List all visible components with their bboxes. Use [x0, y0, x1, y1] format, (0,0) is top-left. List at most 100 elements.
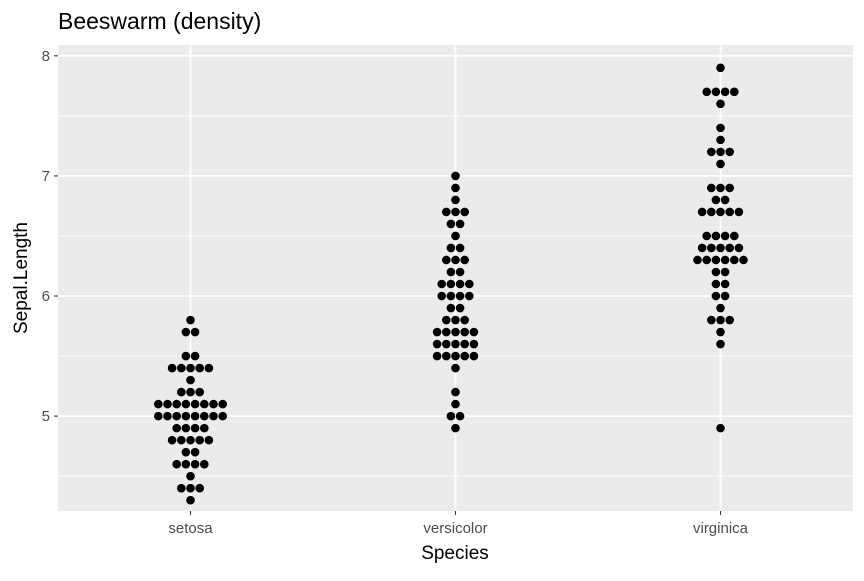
data-point-setosa: [181, 327, 191, 337]
data-point-versicolor: [460, 351, 470, 361]
data-point-setosa: [204, 435, 214, 445]
data-point-versicolor: [455, 243, 465, 253]
data-point-setosa: [177, 363, 186, 373]
data-point-setosa: [186, 495, 195, 505]
chart-title: Beeswarm (density): [58, 8, 261, 34]
data-point-setosa: [200, 411, 209, 421]
data-point-setosa: [177, 483, 186, 493]
data-point-versicolor: [442, 327, 451, 337]
data-point-virginica: [716, 147, 725, 157]
data-point-setosa: [195, 435, 204, 445]
data-point-versicolor: [469, 327, 479, 337]
data-point-setosa: [154, 399, 163, 409]
y-tick-label: 5: [42, 408, 50, 425]
data-point-virginica: [697, 243, 707, 253]
data-point-setosa: [172, 423, 181, 433]
data-point-virginica: [716, 123, 725, 133]
data-point-setosa: [163, 411, 172, 421]
data-point-versicolor: [460, 315, 470, 325]
data-point-versicolor: [455, 267, 465, 277]
data-point-versicolor: [451, 351, 460, 361]
data-point-virginica: [711, 267, 721, 277]
data-point-setosa: [190, 423, 200, 433]
data-point-versicolor: [455, 411, 465, 421]
data-point-setosa: [172, 459, 181, 469]
data-point-virginica: [716, 327, 725, 337]
data-point-virginica: [734, 243, 744, 253]
x-tick-label-virginica: virginica: [693, 520, 749, 537]
data-point-virginica: [720, 291, 730, 301]
data-point-setosa: [172, 399, 181, 409]
data-point-virginica: [716, 243, 725, 253]
data-point-setosa: [186, 315, 195, 325]
data-point-setosa: [167, 435, 177, 445]
y-axis: 5 6 7 8: [42, 48, 58, 425]
data-point-virginica: [711, 195, 721, 205]
data-point-setosa: [163, 399, 172, 409]
data-point-setosa: [181, 447, 191, 457]
data-point-virginica: [716, 423, 725, 433]
data-point-setosa: [154, 411, 163, 421]
data-point-versicolor: [432, 351, 442, 361]
data-point-virginica: [693, 255, 702, 265]
data-point-versicolor: [446, 279, 456, 289]
data-point-virginica: [707, 315, 716, 325]
data-point-virginica: [730, 231, 739, 241]
data-point-setosa: [167, 363, 177, 373]
data-point-virginica: [711, 279, 721, 289]
data-point-versicolor: [446, 267, 456, 277]
data-point-setosa: [190, 447, 200, 457]
data-point-versicolor: [469, 339, 479, 349]
data-point-versicolor: [465, 279, 474, 289]
data-point-versicolor: [451, 387, 460, 397]
data-point-virginica: [720, 231, 730, 241]
data-point-virginica: [716, 339, 725, 349]
data-point-virginica: [716, 303, 725, 313]
data-point-versicolor: [451, 423, 460, 433]
data-point-virginica: [707, 147, 716, 157]
data-point-virginica: [720, 195, 730, 205]
data-point-virginica: [720, 255, 730, 265]
data-point-setosa: [186, 375, 195, 385]
data-point-virginica: [720, 279, 730, 289]
data-point-setosa: [190, 459, 200, 469]
data-point-virginica: [730, 87, 739, 97]
data-point-virginica: [697, 207, 707, 217]
data-point-versicolor: [451, 399, 460, 409]
data-point-virginica: [711, 255, 721, 265]
data-point-versicolor: [451, 231, 460, 241]
data-point-virginica: [725, 207, 734, 217]
data-point-versicolor: [446, 303, 456, 313]
data-point-setosa: [181, 459, 191, 469]
x-tick-label-versicolor: versicolor: [423, 520, 487, 537]
data-point-versicolor: [451, 339, 460, 349]
data-point-virginica: [734, 207, 744, 217]
data-point-virginica: [716, 207, 725, 217]
data-point-versicolor: [451, 315, 460, 325]
data-point-virginica: [711, 291, 721, 301]
data-point-virginica: [725, 147, 734, 157]
data-point-virginica: [702, 87, 711, 97]
x-tick-label-setosa: setosa: [168, 520, 213, 537]
data-point-versicolor: [455, 303, 465, 313]
data-point-setosa: [181, 411, 191, 421]
data-point-setosa: [177, 387, 186, 397]
data-point-versicolor: [451, 363, 460, 373]
data-point-virginica: [707, 243, 716, 253]
data-point-versicolor: [437, 279, 447, 289]
data-point-virginica: [725, 243, 734, 253]
data-point-setosa: [190, 351, 200, 361]
data-point-virginica: [716, 183, 725, 193]
data-point-virginica: [707, 183, 716, 193]
data-point-setosa: [177, 435, 186, 445]
data-point-virginica: [702, 231, 711, 241]
data-point-versicolor: [451, 195, 460, 205]
data-point-versicolor: [451, 207, 460, 217]
data-point-virginica: [716, 135, 725, 145]
data-point-versicolor: [446, 219, 456, 229]
data-point-virginica: [716, 315, 725, 325]
data-point-versicolor: [451, 171, 460, 181]
data-point-versicolor: [460, 339, 470, 349]
data-point-setosa: [181, 399, 191, 409]
data-point-setosa: [195, 363, 204, 373]
